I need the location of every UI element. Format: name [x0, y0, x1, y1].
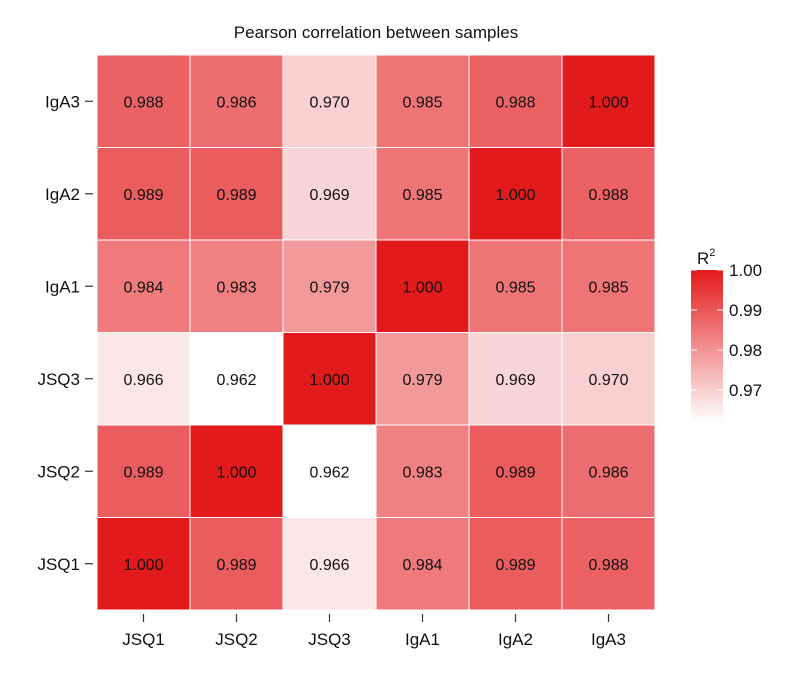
- cell-value-JSQ1-JSQ1: 1.000: [123, 557, 163, 574]
- x-tick-label-JSQ1: JSQ1: [122, 630, 165, 649]
- heatmap-cell-JSQ3-JSQ3: [282, 332, 377, 426]
- cell-value-JSQ2-IgA2: 0.989: [495, 464, 535, 481]
- heatmap-cell-JSQ2-JSQ1: [96, 424, 191, 518]
- x-tick-label-JSQ2: JSQ2: [215, 630, 258, 649]
- cell-value-JSQ1-JSQ3: 0.966: [309, 557, 349, 574]
- cell-value-JSQ1-IgA2: 0.989: [495, 557, 535, 574]
- y-tick-label-IgA1: IgA1: [45, 277, 80, 296]
- cell-value-JSQ2-JSQ3: 0.962: [309, 464, 349, 481]
- cell-value-JSQ2-IgA3: 0.986: [588, 464, 628, 481]
- heatmap-cell-JSQ1-IgA2: [468, 517, 563, 611]
- color-legend: R2 1.00 0.99 0.98 0.97: [691, 247, 762, 422]
- heatmap-cell-JSQ2-JSQ3: [282, 424, 377, 518]
- cell-value-JSQ3-IgA1: 0.979: [402, 372, 442, 389]
- cell-value-JSQ1-JSQ2: 0.989: [216, 557, 256, 574]
- legend-tick-label-0: 1.00: [729, 261, 762, 280]
- x-tick-label-IgA2: IgA2: [498, 630, 533, 649]
- cell-value-IgA2-IgA1: 0.985: [402, 187, 442, 204]
- cell-value-JSQ3-IgA2: 0.969: [495, 372, 535, 389]
- heatmap-cell-JSQ1-JSQ1: [96, 517, 191, 611]
- cell-value-IgA1-JSQ1: 0.984: [123, 279, 163, 296]
- heatmap-cell-IgA3-IgA1: [375, 54, 470, 148]
- heatmap-cell-JSQ1-JSQ2: [189, 517, 284, 611]
- cell-value-IgA3-JSQ2: 0.986: [216, 94, 256, 111]
- heatmap-cell-IgA1-JSQ1: [96, 239, 191, 333]
- cell-value-IgA1-IgA3: 0.985: [588, 279, 628, 296]
- heatmap-cell-JSQ3-IgA3: [561, 332, 656, 426]
- heatmap-cell-IgA1-IgA3: [561, 239, 656, 333]
- y-tick-label-IgA3: IgA3: [45, 92, 80, 111]
- cell-value-IgA2-IgA2: 1.000: [495, 187, 535, 204]
- cell-value-IgA1-IgA2: 0.985: [495, 279, 535, 296]
- cell-value-IgA1-JSQ3: 0.979: [309, 279, 349, 296]
- chart-title: Pearson correlation between samples: [234, 23, 518, 42]
- heatmap-cell-IgA2-IgA3: [561, 147, 656, 241]
- heatmap-cell-JSQ2-IgA1: [375, 424, 470, 518]
- legend-tick-label-2: 0.98: [729, 341, 762, 360]
- y-tick-label-JSQ3: JSQ3: [37, 370, 80, 389]
- heatmap-cell-labels: 1.000 0.989 0.966 0.984 0.989 0.988 0.989 1.000…: [123, 94, 628, 574]
- y-axis: JSQ1 JSQ2 JSQ3 IgA1 IgA2 IgA3: [37, 92, 93, 574]
- x-tick-label-IgA1: IgA1: [405, 630, 440, 649]
- cell-value-JSQ3-JSQ1: 0.966: [123, 372, 163, 389]
- legend-colorbar: [691, 270, 723, 422]
- legend-tick-label-1: 0.99: [729, 301, 762, 320]
- heatmap-cell-IgA2-JSQ3: [282, 147, 377, 241]
- y-tick-label-IgA2: IgA2: [45, 185, 80, 204]
- x-tick-label-IgA3: IgA3: [591, 630, 626, 649]
- cell-value-JSQ3-JSQ3: 1.000: [309, 372, 349, 389]
- cell-value-IgA3-JSQ1: 0.988: [123, 94, 163, 111]
- heatmap-cell-IgA1-IgA2: [468, 239, 563, 333]
- x-axis: JSQ1 JSQ2 JSQ3 IgA1 IgA2 IgA3: [122, 614, 626, 649]
- heatmap-cell-IgA3-IgA3: [561, 54, 656, 148]
- heatmap-cell-IgA2-IgA1: [375, 147, 470, 241]
- cell-value-IgA1-IgA1: 1.000: [402, 279, 442, 296]
- cell-value-JSQ2-JSQ2: 1.000: [216, 464, 256, 481]
- cell-value-IgA3-IgA1: 0.985: [402, 94, 442, 111]
- heatmap-cell-JSQ1-IgA3: [561, 517, 656, 611]
- heatmap-cell-IgA1-JSQ2: [189, 239, 284, 333]
- cell-value-JSQ1-IgA3: 0.988: [588, 557, 628, 574]
- cell-value-IgA2-IgA3: 0.988: [588, 187, 628, 204]
- cell-value-JSQ2-JSQ1: 0.989: [123, 464, 163, 481]
- heatmap-cell-IgA3-IgA2: [468, 54, 563, 148]
- cell-value-IgA2-JSQ1: 0.989: [123, 187, 163, 204]
- heatmap-cell-JSQ3-JSQ1: [96, 332, 191, 426]
- cell-value-IgA3-IgA3: 1.000: [588, 94, 628, 111]
- cell-value-IgA2-JSQ2: 0.989: [216, 187, 256, 204]
- heatmap-cell-IgA3-JSQ1: [96, 54, 191, 148]
- cell-value-IgA2-JSQ3: 0.969: [309, 187, 349, 204]
- heatmap-cell-JSQ3-IgA1: [375, 332, 470, 426]
- legend-tick-label-3: 0.97: [729, 381, 762, 400]
- cell-value-JSQ1-IgA1: 0.984: [402, 557, 442, 574]
- cell-value-JSQ3-JSQ2: 0.962: [216, 372, 256, 389]
- y-tick-label-JSQ2: JSQ2: [37, 462, 80, 481]
- y-tick-label-JSQ1: JSQ1: [37, 555, 80, 574]
- legend-title-superscript: 2: [709, 247, 715, 259]
- heatmap-cell-IgA1-JSQ3: [282, 239, 377, 333]
- heatmap-cells: [96, 54, 656, 611]
- heatmap-cell-IgA2-JSQ1: [96, 147, 191, 241]
- heatmap-cell-JSQ2-JSQ2: [189, 424, 284, 518]
- legend-title: R2: [697, 247, 715, 268]
- cell-value-JSQ2-IgA1: 0.983: [402, 464, 442, 481]
- heatmap-cell-JSQ1-IgA1: [375, 517, 470, 611]
- heatmap-cell-JSQ3-IgA2: [468, 332, 563, 426]
- heatmap-cell-IgA2-IgA2: [468, 147, 563, 241]
- cell-value-IgA3-JSQ3: 0.970: [309, 94, 349, 111]
- cell-value-IgA3-IgA2: 0.988: [495, 94, 535, 111]
- cell-value-JSQ3-IgA3: 0.970: [588, 372, 628, 389]
- heatmap-cell-JSQ2-IgA3: [561, 424, 656, 518]
- cell-value-IgA1-JSQ2: 0.983: [216, 279, 256, 296]
- x-tick-label-JSQ3: JSQ3: [308, 630, 351, 649]
